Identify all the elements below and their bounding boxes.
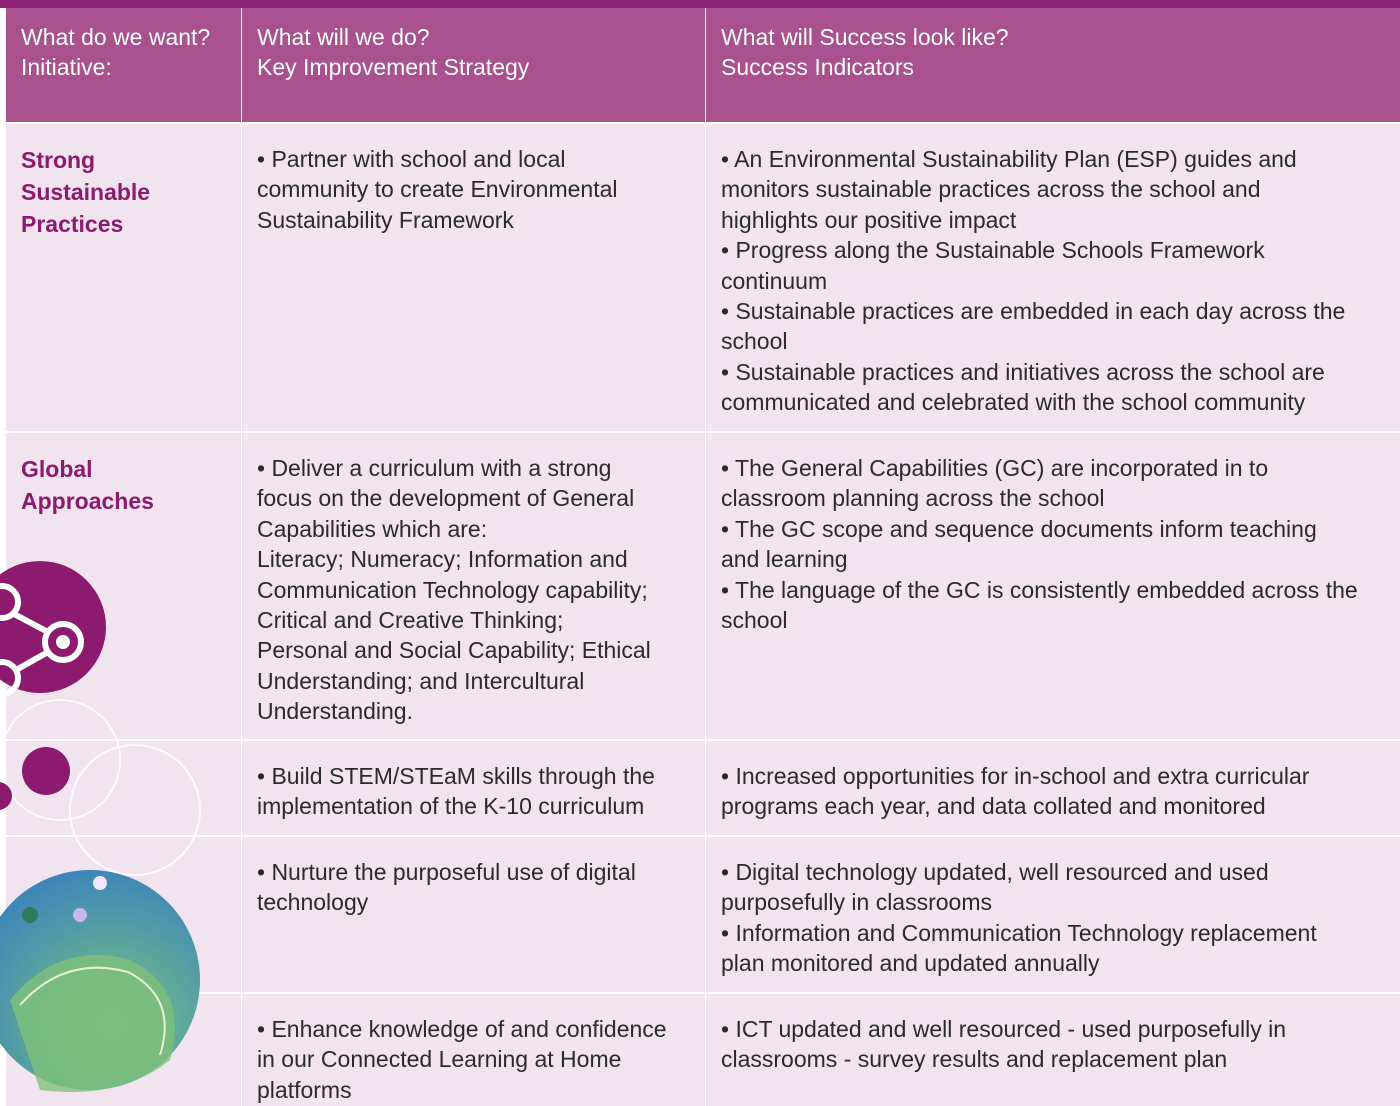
cell-line: • Progress along the Sustainable Schools… — [721, 237, 1265, 264]
cell-line: focus on the development of General — [257, 485, 635, 512]
cell-line: plan monitored and updated annually — [721, 950, 1100, 977]
cell-line: Sustainability Framework — [257, 206, 514, 233]
indicator-cell: • ICT updated and well resourced - used … — [706, 994, 1400, 1106]
cell-line: • Information and Communication Technolo… — [721, 919, 1317, 946]
cell-line: platforms — [257, 1076, 352, 1103]
cell-line: Strong — [21, 147, 96, 173]
cell-line: • The language of the GC is consistently… — [721, 576, 1358, 603]
cell-line: communicated and celebrated with the sch… — [721, 389, 1306, 416]
strategy-cell: • Nurture the purposeful use of digital t… — [242, 837, 705, 992]
cell-line: community to create Environmental — [257, 176, 618, 203]
initiative-cell: Strong Sustainable Practices — [6, 124, 241, 431]
cell-line: Initiative: — [21, 54, 112, 81]
cell-line: and learning — [721, 546, 848, 573]
header-cell: What do we want? Initiative: — [6, 8, 241, 122]
cell-line: highlights our positive impact — [721, 206, 1017, 233]
cell-line: technology — [257, 889, 369, 916]
cell-line: monitors sustainable practices across th… — [721, 176, 1261, 203]
strategy-cell: • Build STEM/STEaM skills through the imp… — [242, 741, 705, 835]
cell-line: Understanding. — [257, 698, 413, 725]
cell-line: Success Indicators — [721, 54, 915, 81]
cell-line: • Nurture the purposeful use of digital — [257, 859, 636, 885]
cell-line: Global — [21, 456, 93, 482]
cell-line: classroom planning across the school — [721, 485, 1105, 512]
cell-line: • Sustainable practices are embedded in … — [721, 298, 1346, 325]
cell-line: Critical and Creative Thinking; — [257, 607, 564, 634]
initiative-cell — [6, 741, 241, 835]
cell-line: Literacy; Numeracy; Information and — [257, 546, 628, 573]
indicator-cell: • Increased opportunities for in-school … — [706, 741, 1400, 835]
cell-line: • Sustainable practices and initiatives … — [721, 358, 1325, 385]
cell-line: classrooms - survey results and replacem… — [721, 1046, 1228, 1073]
cell-line: in our Connected Learning at Home — [257, 1046, 622, 1073]
cell-line: Key Improvement Strategy — [257, 54, 530, 81]
strategy-cell: • Partner with school and local community… — [242, 124, 705, 431]
strategy-cell: • Enhance knowledge of and confidence in … — [242, 994, 705, 1106]
initiative-cell: Global Approaches — [6, 433, 241, 739]
cell-line: • An Environmental Sustainability Plan (… — [721, 146, 1297, 172]
top-bar — [0, 0, 1400, 8]
table: What do we want? Initiative: What will we … — [6, 8, 1400, 1106]
cell-line: implementation of the K-10 curriculum — [257, 793, 645, 820]
cell-line: school — [721, 607, 788, 634]
cell-line: Sustainable — [21, 179, 151, 205]
cell-line: • The General Capabilities (GC) are inco… — [721, 455, 1269, 481]
cell-line: • Digital technology updated, well resou… — [721, 859, 1269, 885]
cell-line: • Build STEM/STEaM skills through the — [257, 763, 655, 789]
header-cell: What will Success look like? Success Indi… — [706, 8, 1400, 122]
initiative-cell — [6, 994, 241, 1106]
cell-line: • The GC scope and sequence documents in… — [721, 515, 1317, 542]
cell-line: What will Success look like? — [721, 24, 1009, 50]
cell-line: What do we want? — [21, 24, 211, 50]
cell-line: Practices — [21, 211, 124, 237]
cell-line: Communication Technology capability; — [257, 576, 648, 603]
header-cell: What will we do? Key Improvement Strategy — [242, 8, 705, 122]
cell-line: programs each year, and data collated an… — [721, 793, 1266, 820]
cell-line: school — [721, 328, 788, 355]
strategy-cell: • Deliver a curriculum with a strong focu… — [242, 433, 705, 739]
initiative-cell — [6, 837, 241, 992]
cell-line: • Deliver a curriculum with a strong — [257, 455, 612, 481]
cell-line: Personal and Social Capability; Ethical — [257, 637, 651, 664]
cell-line: purposefully in classrooms — [721, 889, 993, 916]
indicator-cell: • Digital technology updated, well resou… — [706, 837, 1400, 992]
cell-line: What will we do? — [257, 24, 430, 50]
indicator-cell: • An Environmental Sustainability Plan (… — [706, 124, 1400, 431]
cell-line: Approaches — [21, 488, 154, 514]
cell-line: continuum — [721, 267, 828, 294]
cell-line: Capabilities which are: — [257, 515, 488, 542]
indicator-cell: • The General Capabilities (GC) are inco… — [706, 433, 1400, 739]
cell-line: • Increased opportunities for in-school … — [721, 763, 1310, 789]
cell-line: • ICT updated and well resourced - used … — [721, 1016, 1287, 1042]
cell-line: • Partner with school and local — [257, 146, 566, 172]
cell-line: • Enhance knowledge of and confidence — [257, 1016, 667, 1042]
cell-line: Understanding; and Intercultural — [257, 667, 585, 694]
